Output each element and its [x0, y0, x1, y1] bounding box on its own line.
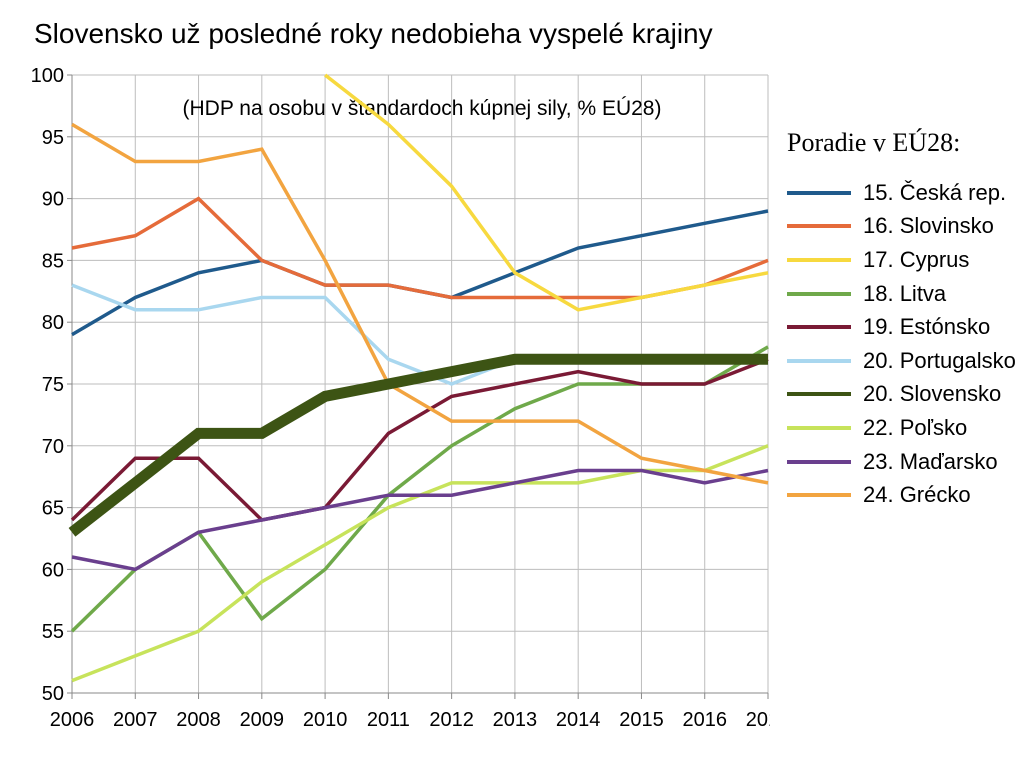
- x-tick-label: 2014: [556, 709, 601, 731]
- axes: [67, 74, 769, 699]
- legend-swatch: [787, 358, 851, 363]
- legend-label: 16. Slovinsko: [863, 213, 994, 239]
- legend-item: 24. Grécko: [787, 478, 1016, 512]
- chart-subtitle: (HDP na osobu v štandardoch kúpnej sily,…: [183, 97, 662, 120]
- legend: 15. Česká rep. 16. Slovinsko 17. Cyprus 18.…: [787, 176, 1016, 512]
- legend-swatch: [787, 257, 851, 262]
- x-tick-label: 2016: [682, 709, 727, 731]
- series-line-18-litva: [70, 345, 769, 633]
- x-tick-label: 2017: [746, 709, 770, 731]
- y-tick-label: 100: [31, 65, 64, 87]
- x-axis-tick-labels: 2006 2007 2008 2009 2010 2011 2012 2013 2014 2015…: [50, 709, 770, 731]
- legend-item: 16. Slovinsko: [787, 210, 1016, 244]
- y-tick-label: 90: [42, 189, 64, 211]
- series-line-22-polsko: [71, 444, 769, 683]
- legend-item: 23. Maďarsko: [787, 445, 1016, 479]
- legend-label: 15. Česká rep.: [863, 179, 1007, 205]
- series-lines: [68, 73, 769, 683]
- legend-swatch: [787, 190, 851, 195]
- series-line-24-grecko: [71, 122, 769, 485]
- legend-label: 23. Maďarsko: [863, 448, 998, 474]
- legend-item: 18. Litva: [787, 277, 1016, 311]
- legend-swatch: [787, 493, 851, 498]
- legend-swatch: [787, 459, 851, 464]
- legend-swatch: [787, 392, 851, 397]
- y-tick-label: 70: [42, 436, 64, 458]
- legend-item: 20. Portugalsko: [787, 344, 1016, 378]
- x-tick-label: 2013: [493, 709, 538, 731]
- legend-label: 19. Estónsko: [863, 314, 991, 340]
- series-line-20-slovensko: [68, 353, 768, 537]
- legend-swatch: [787, 325, 851, 330]
- y-axis-tick-labels: 50 55 60 65 70 75 80 85 90 95 100: [31, 65, 64, 705]
- y-tick-label: 60: [42, 559, 64, 581]
- x-tick-label: 2006: [50, 709, 95, 731]
- y-tick-label: 55: [42, 621, 64, 643]
- series-line-23-madarsko: [71, 468, 769, 572]
- line-chart: (HDP na osobu v štandardoch kúpnej sily,…: [31, 65, 770, 731]
- legend-label: 17. Cyprus: [863, 246, 970, 272]
- y-tick-label: 65: [42, 498, 64, 520]
- y-tick-label: 85: [42, 250, 64, 272]
- x-tick-label: 2009: [240, 709, 285, 731]
- y-tick-label: 75: [42, 374, 64, 396]
- x-tick-label: 2007: [113, 709, 158, 731]
- legend-label: 18. Litva: [863, 280, 947, 306]
- x-tick-label: 2015: [619, 709, 664, 731]
- legend-item: 20. Slovensko: [787, 378, 1016, 412]
- legend-label: 22. Poľsko: [863, 414, 968, 440]
- legend-swatch: [787, 425, 851, 430]
- series-line-15-ceska-rep: [71, 209, 769, 337]
- x-tick-label: 2008: [176, 709, 221, 731]
- legend-item: 15. Česká rep.: [787, 176, 1016, 210]
- x-tick-label: 2011: [367, 709, 410, 731]
- legend-label: 20. Slovensko: [863, 381, 1002, 407]
- legend-item: 22. Poľsko: [787, 411, 1016, 445]
- legend-swatch: [787, 291, 851, 296]
- legend-swatch: [787, 224, 851, 229]
- series-line-17-cyprus: [324, 73, 769, 312]
- y-tick-label: 50: [42, 683, 64, 705]
- legend-item: 17. Cyprus: [787, 243, 1016, 277]
- chart-title: Slovensko už posledné roky nedobieha vys…: [34, 18, 713, 49]
- x-tick-label: 2012: [429, 709, 474, 731]
- y-tick-label: 95: [42, 127, 64, 149]
- legend-label: 20. Portugalsko: [863, 347, 1016, 373]
- series-line-19-estonsko: [70, 357, 769, 522]
- x-tick-label: 2010: [303, 709, 348, 731]
- y-tick-label: 80: [42, 312, 64, 334]
- legend-label: 24. Grécko: [863, 482, 971, 508]
- legend-title: Poradie v EÚ28:: [787, 128, 961, 157]
- legend-item: 19. Estónsko: [787, 310, 1016, 344]
- series-line-20-portugalsko: [71, 283, 768, 386]
